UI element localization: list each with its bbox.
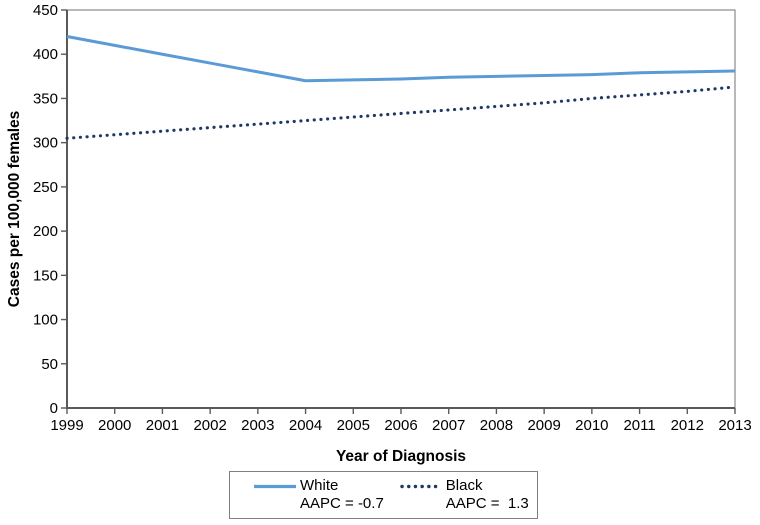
x-tick-label: 2013 (718, 417, 751, 434)
x-tick-label: 1999 (50, 417, 83, 434)
y-tick-label: 200 (33, 223, 58, 240)
incidence-line-chart: Cases per 100,000 females Year of Diagno… (6, 2, 752, 465)
white-series-line-icon (254, 484, 296, 488)
legend-label-white: White (300, 477, 339, 494)
chart-legend: White AAPC = -0.7 Black AAPC = 1.3 (229, 471, 538, 519)
y-tick-label: 400 (33, 46, 58, 63)
y-tick-label: 100 (33, 312, 58, 329)
plot-border (66, 9, 736, 409)
y-tick-label: 50 (41, 356, 58, 373)
x-tick-label: 2008 (480, 417, 513, 434)
x-axis-title: Year of Diagnosis (336, 448, 466, 465)
x-tick-label: 2003 (241, 417, 274, 434)
x-tick-label: 2007 (432, 417, 465, 434)
x-tick-label: 2004 (289, 417, 322, 434)
x-tick-label: 2011 (623, 417, 655, 434)
x-tick-label: 2002 (193, 417, 226, 434)
legend-entry-white: White AAPC = -0.7 (253, 477, 384, 513)
aapc-value-white: AAPC = -0.7 (300, 495, 384, 512)
x-tick-label: 2005 (337, 417, 370, 434)
legend-entry-black: Black AAPC = 1.3 (399, 477, 529, 513)
x-tick-label: 2012 (671, 417, 704, 434)
x-tick-label: 2010 (575, 417, 608, 434)
x-tick-label: 2006 (384, 417, 417, 434)
y-axis-title: Cases per 100,000 females (6, 111, 23, 307)
x-tick-label: 2001 (146, 417, 179, 434)
y-tick-label: 450 (33, 2, 58, 19)
series-line-white (66, 35, 736, 83)
y-tick-label: 250 (33, 179, 58, 196)
series-line-black (65, 85, 737, 140)
aapc-value-black: AAPC = 1.3 (445, 495, 529, 512)
y-tick-label: 150 (33, 267, 58, 284)
x-tick-label: 2009 (527, 417, 560, 434)
y-tick-label: 350 (33, 90, 58, 107)
black-series-dotted-line-icon (400, 484, 443, 488)
legend-label-black: Black (445, 477, 483, 494)
y-tick-label: 300 (33, 135, 58, 152)
y-tick-label: 0 (50, 400, 58, 417)
x-tick-label: 2000 (98, 417, 131, 434)
